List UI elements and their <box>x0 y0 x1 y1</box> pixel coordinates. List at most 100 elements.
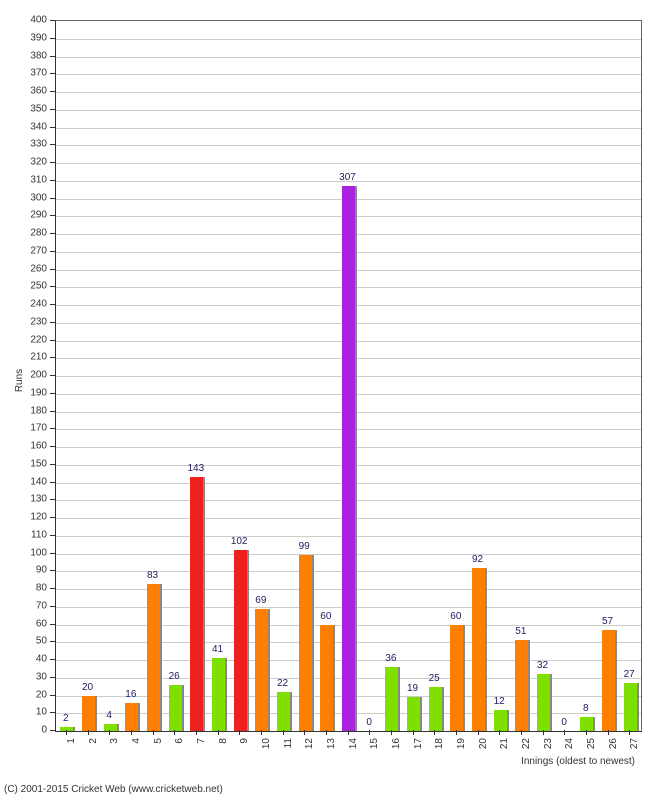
x-tick-label: 12 <box>304 738 315 758</box>
bar <box>320 625 333 732</box>
y-tick-mark <box>50 553 55 554</box>
y-tick-mark <box>50 20 55 21</box>
bar <box>277 692 290 731</box>
bar <box>212 658 225 731</box>
x-tick-label: 2 <box>88 738 99 758</box>
bar <box>537 674 550 731</box>
bar-value-label: 36 <box>385 653 396 664</box>
bar-value-label: 0 <box>366 717 372 728</box>
y-tick-mark <box>50 198 55 199</box>
bar-value-label: 57 <box>602 616 613 627</box>
x-tick-mark <box>88 730 89 735</box>
y-tick-mark <box>50 641 55 642</box>
y-tick-label: 380 <box>0 50 47 61</box>
plot-area <box>55 20 642 732</box>
y-tick-mark <box>50 517 55 518</box>
x-tick-label: 17 <box>413 738 424 758</box>
x-tick-mark <box>348 730 349 735</box>
y-tick-mark <box>50 730 55 731</box>
y-tick-mark <box>50 91 55 92</box>
x-tick-mark <box>413 730 414 735</box>
gridline <box>56 128 641 129</box>
y-tick-label: 20 <box>0 689 47 700</box>
x-tick-label: 26 <box>608 738 619 758</box>
y-tick-mark <box>50 109 55 110</box>
bar <box>104 724 117 731</box>
x-tick-label: 13 <box>326 738 337 758</box>
y-tick-label: 290 <box>0 210 47 221</box>
x-tick-label: 3 <box>109 738 120 758</box>
x-tick-label: 25 <box>586 738 597 758</box>
gridline <box>56 74 641 75</box>
bar <box>494 710 507 731</box>
bar-value-label: 51 <box>515 626 526 637</box>
y-tick-mark <box>50 677 55 678</box>
bar <box>255 609 268 731</box>
bar <box>299 555 312 731</box>
bar <box>125 703 138 731</box>
y-tick-mark <box>50 322 55 323</box>
y-tick-mark <box>50 286 55 287</box>
gridline <box>56 110 641 111</box>
bar-value-label: 12 <box>494 696 505 707</box>
x-tick-mark <box>586 730 587 735</box>
y-tick-mark <box>50 233 55 234</box>
bar-value-label: 99 <box>299 541 310 552</box>
x-tick-mark <box>564 730 565 735</box>
x-tick-label: 11 <box>283 738 294 758</box>
x-tick-mark <box>608 730 609 735</box>
y-tick-mark <box>50 180 55 181</box>
x-tick-mark <box>629 730 630 735</box>
y-tick-label: 80 <box>0 583 47 594</box>
y-tick-mark <box>50 162 55 163</box>
x-tick-mark <box>521 730 522 735</box>
x-tick-label: 23 <box>543 738 554 758</box>
bar-value-label: 2 <box>63 713 69 724</box>
y-tick-label: 130 <box>0 494 47 505</box>
bar-value-label: 19 <box>407 683 418 694</box>
x-tick-mark <box>456 730 457 735</box>
bar <box>342 186 355 731</box>
x-tick-label: 6 <box>174 738 185 758</box>
x-tick-mark <box>478 730 479 735</box>
bar <box>429 687 442 731</box>
y-tick-label: 150 <box>0 458 47 469</box>
x-tick-label: 18 <box>434 738 445 758</box>
y-tick-mark <box>50 535 55 536</box>
bar-value-label: 20 <box>82 682 93 693</box>
y-tick-mark <box>50 393 55 394</box>
y-tick-label: 300 <box>0 192 47 203</box>
x-tick-mark <box>66 730 67 735</box>
x-tick-mark <box>153 730 154 735</box>
y-tick-mark <box>50 375 55 376</box>
x-tick-label: 14 <box>348 738 359 758</box>
x-tick-label: 20 <box>478 738 489 758</box>
y-tick-label: 50 <box>0 636 47 647</box>
x-tick-label: 7 <box>196 738 207 758</box>
x-tick-mark <box>283 730 284 735</box>
chart-container: Runs Innings (oldest to newest) (C) 2001… <box>0 0 650 800</box>
bar <box>472 568 485 731</box>
x-tick-mark <box>218 730 219 735</box>
y-tick-label: 230 <box>0 316 47 327</box>
bar-value-label: 22 <box>277 678 288 689</box>
y-tick-mark <box>50 144 55 145</box>
bar <box>407 697 420 731</box>
x-tick-mark <box>239 730 240 735</box>
y-tick-mark <box>50 38 55 39</box>
bar-value-label: 60 <box>320 611 331 622</box>
y-tick-label: 280 <box>0 228 47 239</box>
y-tick-mark <box>50 606 55 607</box>
y-tick-label: 90 <box>0 565 47 576</box>
y-tick-mark <box>50 446 55 447</box>
gridline <box>56 57 641 58</box>
x-tick-mark <box>326 730 327 735</box>
bar-value-label: 26 <box>169 671 180 682</box>
y-tick-label: 220 <box>0 334 47 345</box>
y-tick-label: 310 <box>0 174 47 185</box>
y-tick-mark <box>50 624 55 625</box>
y-tick-label: 30 <box>0 671 47 682</box>
x-tick-label: 5 <box>153 738 164 758</box>
bar-value-label: 92 <box>472 554 483 565</box>
bar-value-label: 69 <box>255 595 266 606</box>
